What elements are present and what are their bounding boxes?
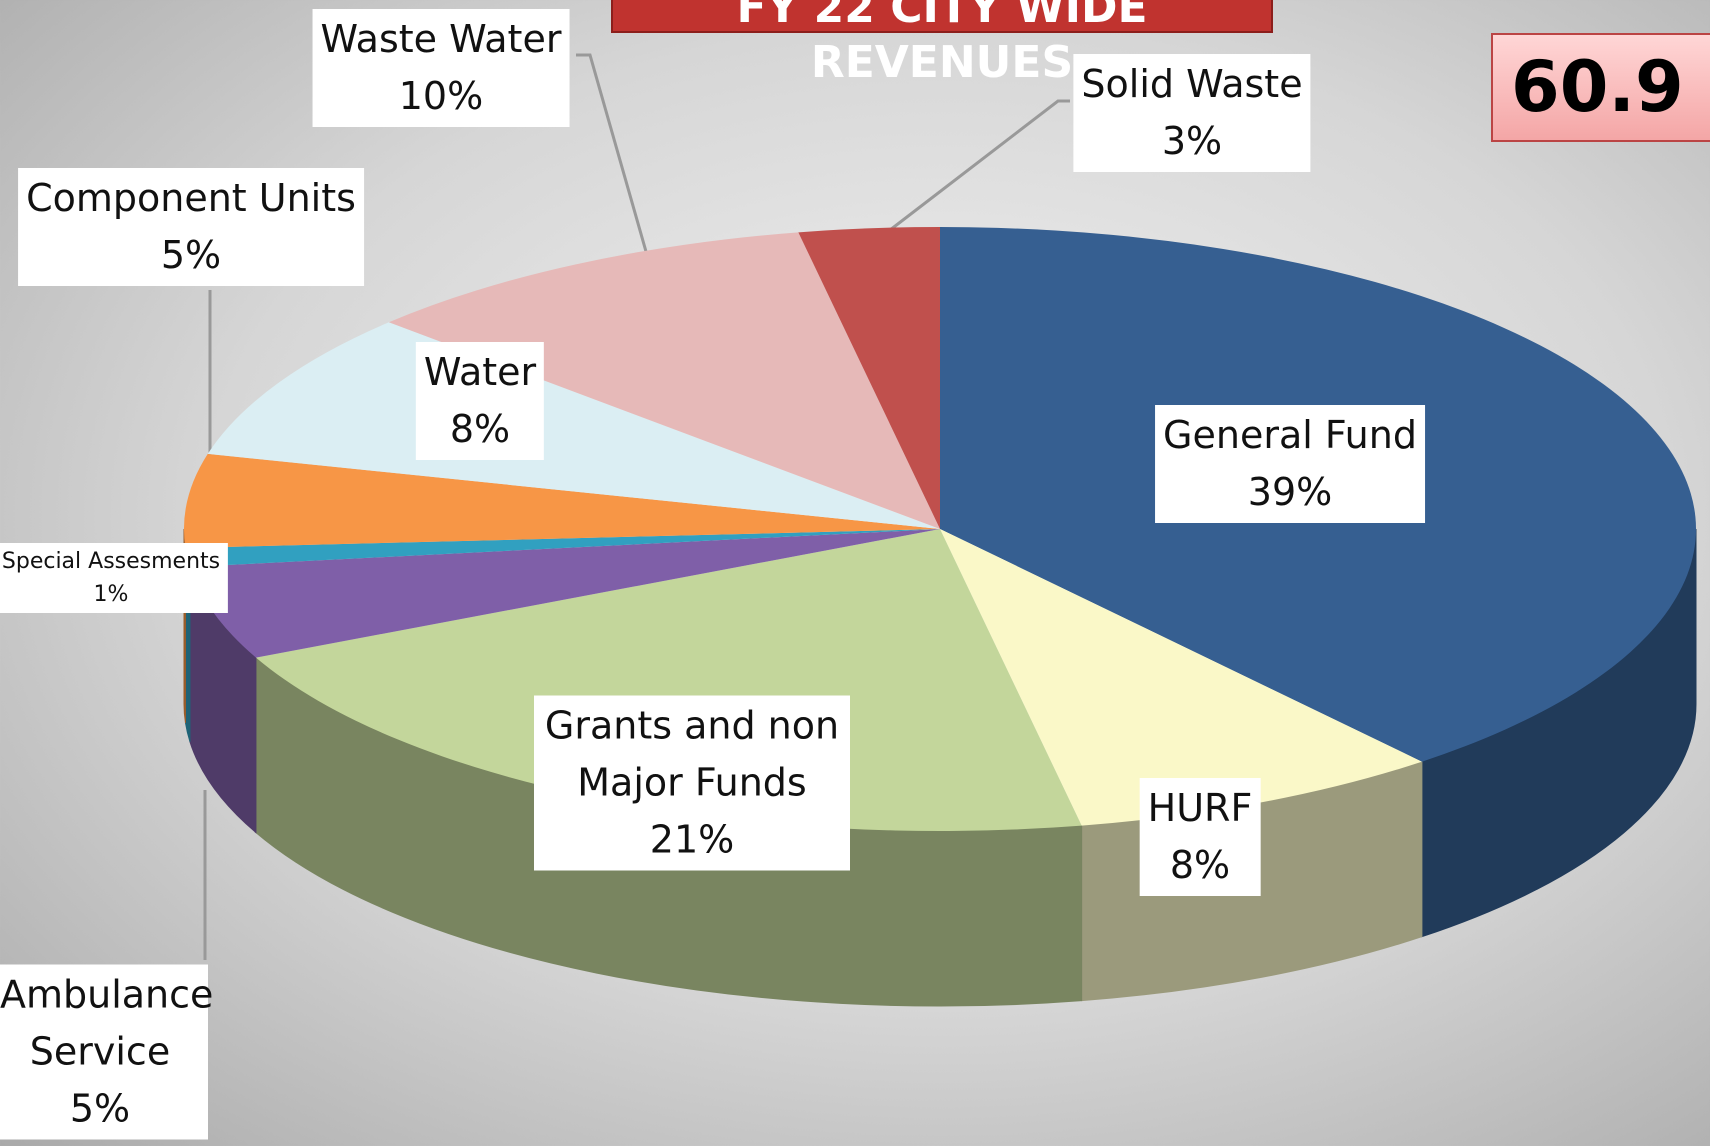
- category-label: Component Units: [26, 176, 356, 220]
- chart-title: FY 22 CITY WIDE REVENUES: [611, 0, 1273, 88]
- category-label: Solid Waste: [1081, 62, 1303, 106]
- value-label: 1%: [93, 582, 129, 607]
- category-label: Waste Water: [320, 17, 562, 61]
- value-label: 5%: [160, 233, 222, 277]
- pie-slice: [798, 227, 940, 529]
- value-label: 10%: [398, 74, 484, 118]
- category-label: HURF: [1147, 786, 1253, 830]
- data-label: Solid Waste 3%: [1073, 54, 1311, 172]
- category-label: Grants and non Major Funds: [544, 703, 840, 805]
- category-label: Special Assesments: [1, 549, 221, 574]
- data-label: Grants and non Major Funds 21%: [534, 695, 850, 871]
- pie-slice: [185, 529, 940, 567]
- pie-slice: [388, 232, 940, 529]
- data-label: Water 8%: [415, 342, 545, 460]
- pie-slice: [189, 529, 940, 658]
- leader-lines: [203, 53, 1070, 960]
- pie-slice: [184, 453, 940, 548]
- value-label: 5%: [69, 1086, 131, 1131]
- value-label: 8%: [449, 407, 511, 451]
- pie-slice: [940, 529, 1422, 826]
- pie-slice: [255, 529, 1082, 832]
- value-label: 39%: [1247, 470, 1333, 514]
- data-label: General Fund 39%: [1155, 405, 1425, 523]
- data-label: Ambulance Service 5%: [0, 964, 214, 1140]
- data-label: HURF 8%: [1139, 778, 1261, 896]
- value-label: 21%: [649, 817, 735, 862]
- category-label: General Fund: [1163, 413, 1417, 457]
- data-label: Special Assesments 1%: [0, 543, 229, 613]
- category-label: Ambulance Service: [0, 972, 214, 1074]
- data-label: Waste Water 10%: [312, 9, 570, 127]
- value-label: 8%: [1169, 843, 1231, 887]
- pie-slice: [207, 322, 941, 529]
- leader-line: [889, 99, 1070, 232]
- leader-line: [576, 53, 649, 256]
- value-label: 3%: [1161, 119, 1223, 163]
- pie-tops: [184, 227, 1696, 832]
- category-label: Water: [423, 350, 537, 394]
- total-label: 60.9 M: [1491, 33, 1710, 142]
- data-label: Component Units 5%: [18, 168, 364, 286]
